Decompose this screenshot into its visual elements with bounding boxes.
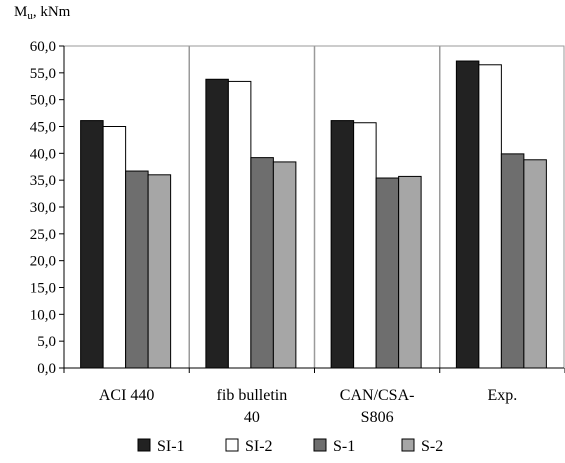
bar-s-2-2 — [272, 161, 297, 369]
y-tick-label: 10,0 — [30, 307, 56, 323]
y-tick-label: 35,0 — [30, 173, 56, 189]
y-tick-label: 15,0 — [30, 281, 56, 297]
y-axis-label: Mu, kNm — [14, 4, 71, 22]
x-tick-label: Exp. — [487, 387, 517, 404]
bar-s-1-4 — [500, 153, 525, 369]
bar-si-1-4 — [455, 60, 480, 369]
x-tick-label: 40 — [244, 409, 260, 426]
bar-si-2-3 — [353, 122, 377, 369]
legend-label-s-1: S-1 — [333, 438, 355, 455]
y-axis-label-subscript: u — [27, 10, 33, 22]
bar-si-1-3 — [330, 120, 355, 369]
y-tick-label: 25,0 — [30, 227, 56, 243]
y-tick-label: 30,0 — [30, 200, 56, 216]
bar-si-2-1 — [102, 126, 127, 369]
y-tick-label: 60,0 — [30, 39, 56, 55]
y-axis-label-main: M — [14, 4, 28, 20]
y-tick-label: 0,0 — [37, 361, 56, 377]
y-tick-label: 50,0 — [30, 93, 56, 109]
x-tick-label: CAN/CSA- — [340, 387, 415, 404]
bar-s-2-1 — [147, 174, 172, 369]
x-tick-label: fib bulletin — [217, 387, 288, 404]
legend-label-s-2: S-2 — [421, 438, 443, 455]
bar-si-2-2 — [227, 80, 252, 369]
y-tick-label: 40,0 — [30, 146, 56, 162]
legend-label-si-2: SI-2 — [245, 438, 273, 455]
legend-swatch-si-2 — [225, 438, 239, 452]
legend-swatch-s-1 — [313, 438, 327, 452]
bar-si-1-2 — [205, 78, 229, 369]
legend-swatch-s-2 — [401, 438, 415, 452]
y-axis-label-unit: , kNm — [32, 4, 71, 20]
bar-si-2-4 — [478, 64, 502, 369]
x-tick-label: S806 — [361, 409, 394, 426]
y-tick-label: 45,0 — [30, 120, 56, 136]
bar-s-2-3 — [398, 175, 422, 369]
bar-s-1-3 — [375, 177, 400, 369]
bar-s-2-4 — [523, 159, 547, 369]
y-tick-label: 20,0 — [30, 254, 56, 270]
legend-swatch-si-1 — [137, 438, 151, 452]
y-tick-label: 5,0 — [37, 334, 56, 350]
y-tick-label: 55,0 — [30, 66, 56, 82]
bar-s-1-1 — [125, 170, 149, 369]
x-tick-label: ACI 440 — [99, 387, 155, 404]
bar-si-1-1 — [80, 120, 104, 369]
bar-s-1-2 — [250, 157, 274, 369]
legend-label-si-1: SI-1 — [157, 438, 185, 455]
